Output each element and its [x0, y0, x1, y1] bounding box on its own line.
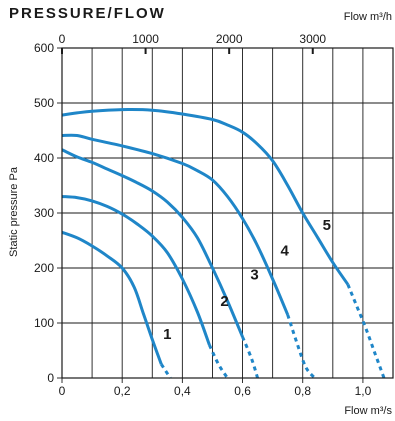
top-tick-label: 3000 — [299, 32, 326, 46]
curve-3-extension — [241, 336, 260, 379]
curve-4-extension — [286, 314, 316, 380]
curve-3-label: 3 — [250, 267, 258, 284]
top-tick-label: 1000 — [132, 32, 159, 46]
y-tick-label: 500 — [34, 96, 54, 110]
top-tick-label: 2000 — [216, 32, 243, 46]
curve-4-label: 4 — [281, 242, 290, 259]
chart-title: PRESSURE/FLOW — [9, 5, 166, 22]
grid — [57, 47, 393, 383]
curve-1-line — [61, 230, 163, 365]
y-tick-label: 300 — [34, 206, 54, 220]
curve-5-label: 5 — [323, 217, 331, 234]
curve-labels: 1 2 3 4 5 — [163, 217, 331, 343]
x-tick-label: 0 — [59, 384, 66, 398]
plot-frame — [61, 47, 394, 379]
curve-2-line — [61, 195, 211, 346]
top-axis-label: Flow m³/h — [344, 11, 392, 23]
curve-2-label: 2 — [220, 293, 228, 310]
x-tick-label: 0,8 — [294, 384, 311, 398]
curve-1-label: 1 — [163, 326, 171, 343]
x-tick-label: 0,4 — [174, 384, 191, 398]
curve-5-extension — [346, 283, 386, 379]
x-tick-label: 0,6 — [234, 384, 251, 398]
curve-2-extension — [208, 344, 229, 379]
y-tick-label: 400 — [34, 151, 54, 165]
fan-curves — [61, 107, 386, 380]
y-tick-label: 0 — [47, 371, 54, 385]
curve-4-line — [61, 133, 290, 316]
y-tick-label: 200 — [34, 261, 54, 275]
y-tick-label: 100 — [34, 316, 54, 330]
curve-3-line — [61, 148, 244, 338]
curve-5-line — [61, 107, 350, 286]
curve-1-extension — [160, 363, 172, 379]
y-tick-label: 600 — [34, 41, 54, 55]
y-axis-label: Static pressure Pa — [8, 166, 20, 257]
tick-labels: 0 100 200 300 400 500 600 0 0,2 0,4 0,6 0,8 1,0 0 1000… — [34, 32, 372, 398]
x-tick-label: 1,0 — [355, 384, 372, 398]
x-tick-label: 0,2 — [114, 384, 131, 398]
top-tick-label: 0 — [59, 32, 66, 46]
x-axis-label: Flow m³/s — [344, 405, 392, 417]
